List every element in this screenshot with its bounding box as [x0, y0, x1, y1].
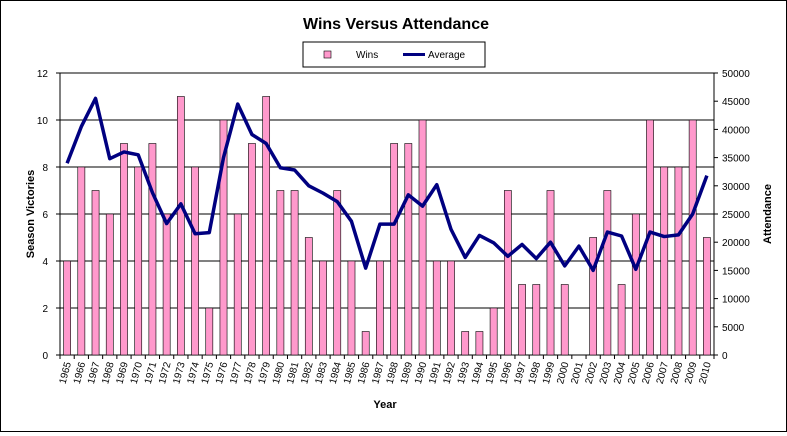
- left-axis-tick-label: 10: [37, 116, 49, 127]
- legend-box: [302, 41, 486, 68]
- bar-wins-1989: [404, 143, 413, 356]
- right-axis-tick-label: 35000: [722, 154, 750, 165]
- bar-wins-1975: [205, 307, 214, 356]
- legend: Wins Average: [302, 41, 486, 68]
- bar-wins-2010: [703, 237, 711, 356]
- right-axis-tick-label: 20000: [722, 238, 750, 249]
- bar-wins-1986: [361, 331, 370, 356]
- x-axis-tick-label: 2010: [697, 361, 713, 386]
- average-line: [65, 96, 709, 273]
- bar-wins-2004: [617, 284, 626, 356]
- bar-wins-2007: [660, 166, 669, 356]
- right-axis-tick-label: 30000: [722, 182, 750, 193]
- bar-wins-1991: [432, 260, 441, 356]
- bar-wins-1993: [461, 331, 470, 356]
- left-axis-tick-label: 6: [42, 210, 48, 221]
- right-axis-tick-label: 25000: [722, 210, 750, 221]
- right-axis-tick-label: 40000: [722, 125, 750, 136]
- bar-wins-1997: [518, 284, 526, 356]
- x-axis-title: Year: [373, 399, 397, 411]
- bar-wins-2005: [631, 213, 640, 356]
- bar-wins-2002: [589, 237, 598, 356]
- bar-wins-1979: [262, 96, 271, 356]
- bar-wins-1974: [191, 166, 199, 356]
- bar-wins-2000: [560, 284, 569, 356]
- right-axis-tick-label: 0: [722, 351, 728, 362]
- legend-label-wins: Wins: [356, 50, 378, 61]
- bar-wins-1987: [376, 260, 384, 356]
- bar-wins-1988: [390, 143, 398, 356]
- right-axis: 0 5000 10000 15000 20000 25000 30000 35000 40000…: [714, 69, 750, 362]
- bar-wins-1976: [219, 119, 228, 356]
- bar-wins-1980: [276, 190, 285, 356]
- left-axis-tick-label: 0: [42, 351, 48, 362]
- right-axis-tick-label: 5000: [722, 323, 745, 334]
- bar-wins-1982: [304, 237, 313, 356]
- x-axis: 1965196619671968196919701971197219731974…: [58, 355, 715, 386]
- bar-wins-1972: [162, 213, 171, 356]
- bar-wins-1967: [91, 190, 100, 356]
- legend-label-average: Average: [428, 50, 466, 61]
- left-axis: 0 2 4 6 8 10 12: [37, 69, 60, 362]
- bar-wins-1966: [77, 166, 86, 356]
- bar-wins-1970: [134, 166, 143, 356]
- bar-wins-1999: [546, 190, 555, 356]
- bar-wins-1994: [475, 331, 484, 356]
- bar-wins-1973: [176, 96, 185, 356]
- bar-wins-1983: [319, 260, 327, 356]
- bar-wins-2009: [688, 119, 697, 356]
- bar-wins-2008: [674, 166, 683, 356]
- legend-swatch-wins: [323, 50, 332, 59]
- bar-wins-1984: [333, 190, 342, 356]
- bar-wins-1985: [347, 260, 356, 356]
- wins-bars: [63, 96, 711, 356]
- bar-wins-1969: [120, 143, 128, 356]
- y-axis-title: Season Victories: [25, 170, 37, 258]
- bar-wins-1995: [489, 307, 498, 356]
- right-axis-tick-label: 10000: [722, 295, 750, 306]
- left-axis-tick-label: 4: [42, 257, 48, 268]
- chart-title: Wins Versus Attendance: [303, 16, 489, 33]
- bar-wins-1996: [503, 190, 512, 356]
- line-average: [65, 96, 709, 273]
- left-axis-tick-label: 2: [42, 304, 48, 315]
- bar-wins-1978: [248, 143, 256, 356]
- bar-wins-1990: [418, 119, 427, 356]
- bar-wins-1998: [532, 284, 541, 356]
- right-axis-tick-label: 45000: [722, 97, 750, 108]
- bar-wins-1965: [63, 260, 71, 356]
- right-axis-tick-label: 50000: [722, 69, 750, 80]
- bar-wins-1992: [447, 260, 455, 356]
- right-axis-tick-label: 15000: [722, 266, 750, 277]
- bar-wins-2003: [603, 190, 612, 356]
- bar-wins-1981: [290, 190, 299, 356]
- bar-wins-1977: [233, 213, 242, 356]
- bar-wins-1968: [105, 213, 114, 356]
- left-axis-tick-label: 8: [42, 163, 48, 174]
- y2-axis-title: Attendance: [762, 184, 774, 244]
- left-axis-tick-label: 12: [37, 69, 49, 80]
- bar-wins-1971: [148, 143, 157, 356]
